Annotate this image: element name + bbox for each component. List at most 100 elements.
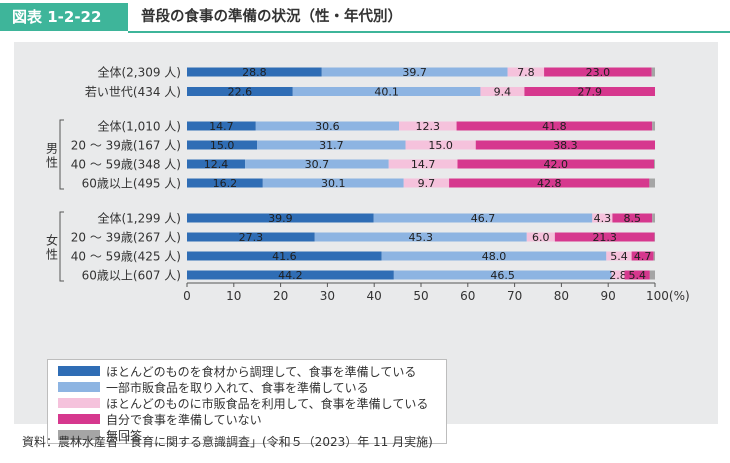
category-label: 60歳以上(495 人) (82, 177, 181, 191)
chart-panel: 男性女性全体(2,309 人) 若い世代(434 人) 全体(1,010 人) 20 … (14, 42, 718, 444)
bar-segment (653, 251, 655, 261)
bar-value-label: 30.7 (305, 158, 330, 171)
bar-value-label: 30.6 (315, 120, 340, 133)
bar-segment (544, 67, 652, 77)
category-label: 40 ～ 59歳(425 人) (71, 250, 181, 264)
x-tick-label: 100(%) (646, 289, 690, 303)
bar-value-label: 46.5 (490, 269, 515, 282)
legend-swatch (58, 430, 100, 440)
group-label: 女 (46, 233, 58, 248)
bar-segment (475, 140, 655, 150)
bar-segment (255, 121, 400, 131)
bar-segment (388, 159, 458, 169)
bar-segment (524, 87, 655, 96)
bar-segment (554, 232, 655, 242)
bar-segment (187, 140, 258, 150)
category-label: 若い世代(434 人) (85, 85, 181, 99)
bar-segment (373, 213, 593, 223)
bar-segment (187, 251, 382, 261)
x-tick-label: 70 (507, 289, 522, 303)
bar-segment (456, 121, 653, 131)
bar-segment (652, 121, 655, 131)
bar-segment (262, 178, 404, 188)
bar-value-label: 15.0 (428, 139, 453, 152)
bar-value-label: 8.5 (624, 212, 642, 225)
group-bracket (59, 119, 64, 190)
bar-value-label: 30.1 (321, 177, 346, 190)
bar-segment (507, 67, 545, 77)
category-label: 60歳以上(607 人) (82, 269, 181, 283)
category-label: 全体(2,309 人) (97, 65, 181, 80)
bar-segment (187, 67, 322, 77)
bar-value-label: 7.8 (517, 66, 535, 79)
bar-segment (624, 270, 650, 280)
bar-value-label: 14.7 (411, 158, 436, 171)
bar-segment (592, 213, 613, 223)
bar-segment (187, 87, 293, 96)
group-label: 性 (46, 248, 58, 262)
bar-value-label: 12.3 (416, 120, 441, 133)
bar-segment (654, 159, 655, 169)
bar-value-label: 27.9 (577, 86, 602, 99)
bar-value-label: 41.8 (542, 120, 567, 133)
bar-segment (649, 270, 655, 280)
bar-value-label: 22.6 (228, 86, 253, 99)
bar-value-label: 28.8 (242, 66, 267, 79)
legend-swatch (58, 366, 100, 376)
group-label: 性 (46, 156, 58, 170)
group-label: 男 (46, 142, 58, 156)
bar-segment (187, 213, 374, 223)
bar-value-label: 4.7 (634, 250, 652, 263)
group-bracket (59, 211, 64, 282)
legend-swatch (58, 382, 100, 392)
bar-value-label: 23.0 (586, 66, 611, 79)
bar-value-label: 45.3 (409, 231, 434, 244)
bar-segment (649, 178, 655, 188)
bar-segment (187, 232, 315, 242)
bar-value-label: 12.4 (204, 158, 229, 171)
bar-value-label: 31.7 (319, 139, 344, 152)
bar-value-label: 9.7 (418, 177, 436, 190)
bar-value-label: 5.4 (610, 250, 628, 263)
bar-segment (612, 213, 653, 223)
bar-value-label: 4.3 (594, 212, 612, 225)
bar-segment (631, 251, 654, 261)
legend-item: ほとんどのものを食材から調理して、食事を準備している (58, 363, 436, 379)
bar-value-label: 6.0 (532, 231, 550, 244)
bar-segment (526, 232, 555, 242)
legend-label: 一部市販食品を取り入れて、食事を準備している (106, 380, 369, 395)
legend-item: 自分で食事を準備していない (58, 411, 436, 427)
category-label: 20 ～ 39歳(167 人) (71, 139, 181, 153)
x-tick-label: 60 (460, 289, 475, 303)
bar-value-label: 42.8 (537, 177, 562, 190)
bar-segment (652, 213, 655, 223)
chart-legend: ほとんどのものを食材から調理して、食事を準備している 一部市販食品を取り入れて、食… (47, 359, 447, 444)
bar-value-label: 39.9 (268, 212, 293, 225)
bar-segment (403, 178, 450, 188)
legend-swatch (58, 414, 100, 424)
bar-segment (321, 67, 508, 77)
x-tick-label: 50 (413, 289, 428, 303)
bar-segment (393, 270, 612, 280)
bar-value-label: 2.8 (609, 269, 627, 282)
bar-segment (314, 232, 527, 242)
bar-value-label: 38.3 (553, 139, 578, 152)
bar-segment (187, 178, 263, 188)
bar-segment (449, 178, 650, 188)
x-tick-label: 0 (183, 289, 191, 303)
category-label: 全体(1,299 人) (97, 211, 181, 226)
bar-segment (257, 140, 406, 150)
header-underline (128, 31, 730, 33)
bar-segment (651, 67, 655, 77)
category-label: 40 ～ 59歳(348 人) (71, 158, 181, 172)
legend-label: ほとんどのものを食材から調理して、食事を準備している (106, 364, 417, 379)
bar-segment (381, 251, 607, 261)
source-note: 資料：農林水産省「食育に関する意識調査」(令和５（2023）年 11 月実施) (22, 435, 433, 449)
bar-value-label: 42.0 (544, 158, 569, 171)
bar-value-label: 41.6 (272, 250, 297, 263)
bar-segment (187, 121, 256, 131)
legend-swatch (58, 398, 100, 408)
bar-value-label: 39.7 (402, 66, 427, 79)
bar-value-label: 44.2 (278, 269, 303, 282)
